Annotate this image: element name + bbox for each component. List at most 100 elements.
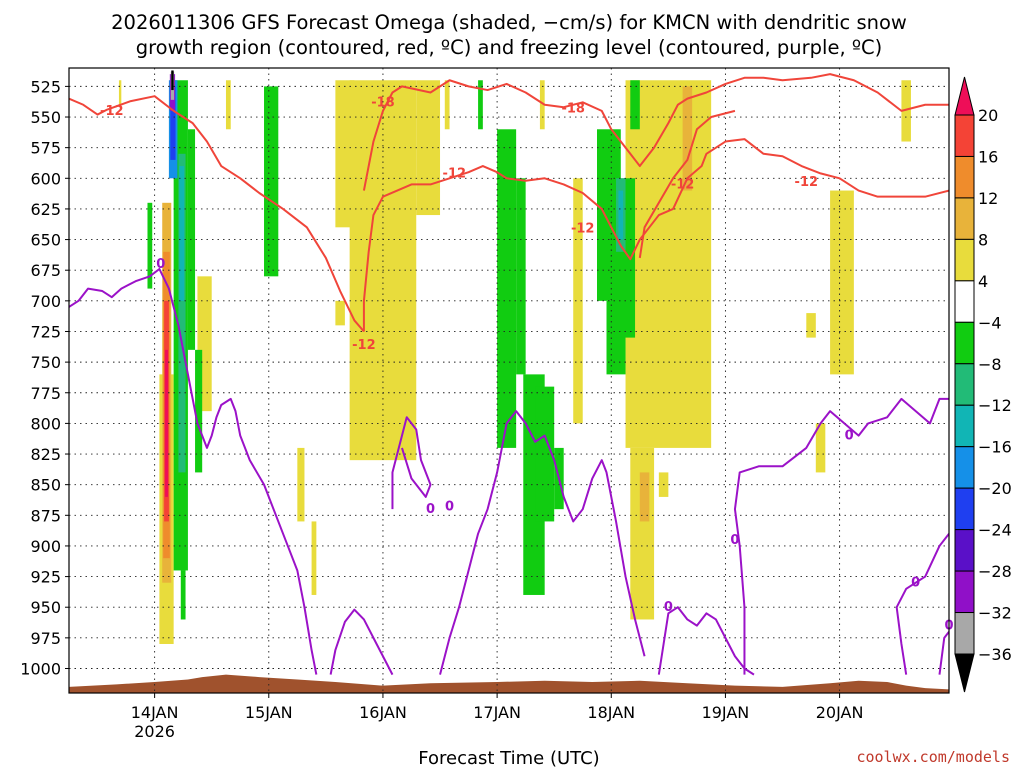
colorbar-swatch-5	[954, 280, 975, 323]
omega-region-40	[478, 80, 483, 130]
omega-region-11	[573, 178, 583, 424]
omega-region-20	[639, 472, 650, 522]
omega-region-4	[311, 521, 317, 595]
colorbar-swatch-13	[954, 612, 975, 655]
y-tick-label-775: 775	[30, 384, 61, 403]
y-tick-label-750: 750	[30, 353, 61, 372]
y-tick-label-950: 950	[30, 598, 61, 617]
omega-region-2	[225, 80, 231, 130]
freezing-contour-5	[733, 397, 949, 675]
freezing-contour-0	[69, 267, 318, 675]
colorbar-swatch-9	[954, 446, 975, 489]
x-tick-label-18JAN: 18JAN	[587, 703, 635, 722]
omega-region-30	[264, 86, 279, 277]
dendritic-contour-6	[362, 73, 949, 191]
y-tick-label-525: 525	[30, 77, 61, 96]
y-tick-label-600: 600	[30, 169, 61, 188]
colorbar-swatch-7	[954, 363, 975, 406]
omega-region-18	[901, 80, 911, 142]
y-tick-label-875: 875	[30, 506, 61, 525]
omega-region-33	[516, 178, 526, 375]
colorbar-label-8: −16	[978, 438, 1012, 457]
x-tick-sublabel-14JAN: 2026	[134, 722, 175, 741]
dendritic-contour-label-6: -18	[371, 95, 395, 110]
dendritic-contour-1	[362, 138, 949, 332]
omega-region-8	[416, 80, 441, 216]
terrain-profile	[69, 674, 949, 693]
y-tick-label-700: 700	[30, 292, 61, 311]
colorbar-swatch-3	[954, 197, 975, 240]
x-tick-label-15JAN: 15JAN	[245, 703, 293, 722]
dendritic-contour-label-0: -12	[100, 104, 124, 119]
omega-region-9	[444, 80, 450, 130]
dendritic-contour-label-7: -18	[561, 101, 585, 116]
dendritic-contour-label-3: -12	[795, 175, 819, 190]
dendritic-contour-2	[638, 109, 736, 259]
omega-region-47	[170, 86, 176, 160]
omega-region-42	[178, 153, 186, 473]
y-tick-label-725: 725	[30, 322, 61, 341]
dendritic-contour-label-5: -12	[571, 222, 595, 237]
colorbar-label-11: −28	[978, 562, 1012, 581]
freezing-contour-label-6: 0	[845, 429, 854, 444]
freezing-contour-3	[391, 416, 432, 510]
credit-text: coolwx.com/models	[856, 748, 1010, 766]
omega-region-41	[630, 80, 640, 130]
y-tick-label-550: 550	[30, 108, 61, 127]
colorbar-swatch-6	[954, 321, 975, 365]
colorbar-swatch-1	[954, 114, 975, 157]
plot-frame	[68, 67, 950, 694]
omega-region-44	[179, 166, 185, 301]
freezing-contour-label-1: 0	[426, 502, 435, 517]
y-tick-label-975: 975	[30, 629, 61, 648]
x-tick-label-20JAN: 20JAN	[816, 703, 864, 722]
freezing-contour-label-0: 0	[156, 257, 165, 272]
chart-title-line-1: 2026011306 GFS Forecast Omega (shaded, −…	[111, 11, 907, 34]
dendritic-contour-label-2: -12	[671, 177, 695, 192]
colorbar-bottom-arrow	[954, 653, 975, 693]
omega-region-12	[625, 80, 712, 448]
y-tick-label-675: 675	[30, 261, 61, 280]
y-tick-label-1000: 1000	[20, 659, 61, 678]
freezing-contour-label-4: 0	[664, 600, 673, 615]
terrain-fill	[69, 674, 949, 693]
freezing-contour-2	[439, 410, 646, 675]
omega-region-17	[815, 423, 826, 473]
omega-region-50	[171, 70, 174, 91]
x-tick-label-17JAN: 17JAN	[473, 703, 521, 722]
omega-region-31	[147, 202, 153, 289]
y-tick-label-850: 850	[30, 476, 61, 495]
colorbar-label-4: 4	[978, 272, 988, 291]
freezing-contour-label-3: 0	[730, 533, 739, 548]
omega-region-45	[618, 190, 624, 240]
omega-region-25	[165, 349, 168, 497]
colorbar: 20 16 12 8 4 −4 −8 −12 −16 −20 −24 −28 −32 −36	[954, 76, 1012, 693]
colorbar-label-2: 12	[978, 189, 998, 208]
omega-region-32	[497, 129, 517, 448]
omega-shading	[118, 70, 911, 644]
x-tick-label-14JAN: 14JAN	[131, 703, 179, 722]
y-tick-label-650: 650	[30, 231, 61, 250]
colorbar-label-6: −8	[978, 355, 1002, 374]
omega-region-0	[118, 80, 122, 105]
omega-region-15	[806, 313, 816, 338]
omega-region-29	[195, 349, 203, 473]
colorbar-label-12: −32	[978, 604, 1012, 623]
colorbar-swatch-10	[954, 487, 975, 531]
x-tick-label-19JAN: 19JAN	[702, 703, 750, 722]
colorbar-label-9: −20	[978, 479, 1012, 498]
colorbar-label-1: 16	[978, 147, 998, 166]
omega-region-16	[830, 190, 854, 375]
omega-region-5	[335, 300, 345, 326]
dendritic-contour-label-4: -12	[443, 166, 467, 181]
freezing-contour-6	[895, 533, 949, 675]
freezing-contour-7	[938, 631, 949, 675]
colorbar-label-3: 8	[978, 230, 988, 249]
y-axis-pressure: 525 550 575 600 625 650 675 700 725 750 775 800 825 8…	[20, 77, 69, 678]
freezing-contour-4	[657, 606, 755, 676]
x-tick-label-16JAN: 16JAN	[359, 703, 407, 722]
colorbar-swatch-4	[954, 238, 975, 282]
